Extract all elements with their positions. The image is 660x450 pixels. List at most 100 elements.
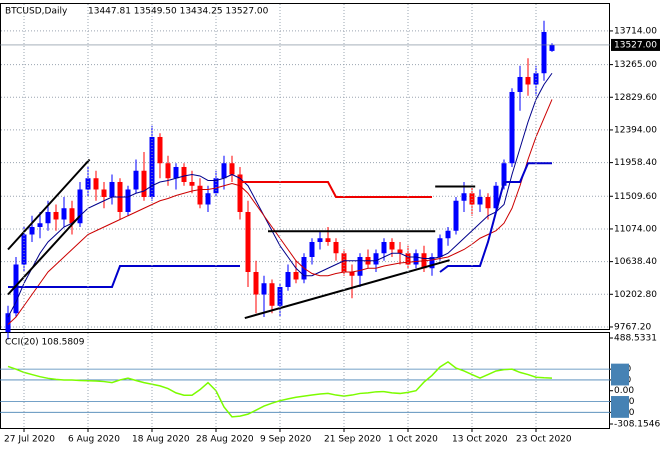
cci-level-box xyxy=(611,363,629,375)
candle-body xyxy=(213,178,219,194)
candle-body xyxy=(45,211,51,224)
candle-body xyxy=(469,193,475,205)
candle-body xyxy=(445,230,451,239)
cci-level-box xyxy=(611,396,629,408)
candle-body xyxy=(261,283,267,295)
chart-subtitle: 13447.81 13549.50 13434.25 13527.00 xyxy=(88,7,269,17)
moving-average xyxy=(7,72,553,318)
cci-line xyxy=(7,360,553,418)
candle-body xyxy=(477,196,483,205)
trendline xyxy=(7,215,81,296)
x-tick-label: 13 Oct 2020 xyxy=(452,435,508,445)
level-line xyxy=(439,162,552,273)
candle-body xyxy=(237,174,243,212)
y-tick-label: -308.1546 xyxy=(614,420,660,430)
main-pane xyxy=(0,3,610,330)
y-tick-label: 13714.00 xyxy=(614,26,657,36)
candle-body xyxy=(461,193,467,201)
candle-body xyxy=(437,238,443,257)
trendline xyxy=(7,158,91,251)
y-tick-label: 12394.00 xyxy=(614,125,657,135)
cci-level-box xyxy=(611,374,629,386)
trendline xyxy=(244,259,450,320)
last-price-label: 13527.00 xyxy=(614,40,657,50)
candle-body xyxy=(125,189,131,212)
y-tick-label: 12829.60 xyxy=(614,93,657,103)
candle-body xyxy=(325,238,331,242)
candle-body xyxy=(501,163,507,186)
y-tick-label: 9767.20 xyxy=(614,322,651,332)
y-tick-label: 10638.40 xyxy=(614,257,657,267)
candle-body xyxy=(253,271,259,295)
candle-body xyxy=(357,256,363,276)
candle-body xyxy=(517,76,523,92)
y-tick-label: 11509.60 xyxy=(614,192,657,202)
y-tick-label: 0.00 xyxy=(614,386,634,396)
cci-title: CCI(20) 108.5809 xyxy=(5,338,85,348)
candle-body xyxy=(181,166,187,182)
candle-body xyxy=(37,223,43,227)
candle-body xyxy=(109,181,115,197)
level-line xyxy=(8,264,240,288)
candle-body xyxy=(229,163,235,175)
candle-body xyxy=(485,196,491,209)
candle-body xyxy=(285,271,291,287)
y-tick-label: 13265.00 xyxy=(614,60,657,70)
candle-body xyxy=(221,163,227,179)
x-tick-label: 9 Sep 2020 xyxy=(260,435,312,445)
x-tick-label: 6 Aug 2020 xyxy=(68,435,120,445)
candle-body xyxy=(173,166,179,179)
candle-body xyxy=(381,241,387,254)
candle-body xyxy=(141,170,147,197)
candle-body xyxy=(197,185,203,205)
y-tick-label: 11958.40 xyxy=(614,158,657,168)
candle-body xyxy=(69,208,75,224)
x-tick-label: 27 Jul 2020 xyxy=(4,435,55,445)
last-price-box xyxy=(611,38,660,51)
candle-body xyxy=(61,208,67,220)
candle-body xyxy=(165,163,171,179)
level-line xyxy=(240,180,432,198)
candle-body xyxy=(541,31,547,74)
candle-body xyxy=(413,253,419,265)
candle-body xyxy=(29,226,35,235)
x-tick-label: 1 Oct 2020 xyxy=(388,435,438,445)
y-tick-label: 11074.00 xyxy=(614,224,657,234)
candle-body xyxy=(101,189,107,197)
chart-title: BTCUSD,Daily xyxy=(5,7,68,17)
candle-body xyxy=(525,76,531,85)
cci-pane xyxy=(0,332,610,429)
candle-body xyxy=(157,136,163,164)
candle-body xyxy=(349,271,355,276)
x-tick-label: 21 Sep 2020 xyxy=(324,435,381,445)
candle-body xyxy=(21,234,27,265)
x-tick-label: 23 Oct 2020 xyxy=(516,435,572,445)
cci-level-box xyxy=(611,406,629,418)
candle-body xyxy=(533,73,539,85)
candle-body xyxy=(429,256,435,269)
candle-body xyxy=(277,286,283,306)
y-tick-label: 10202.80 xyxy=(614,290,657,300)
candle-body xyxy=(373,253,379,265)
candle-body xyxy=(269,283,275,306)
candle-body xyxy=(245,211,251,272)
candle-body xyxy=(77,189,83,224)
candle-body xyxy=(453,200,459,231)
candle-body xyxy=(509,91,515,164)
candle-body xyxy=(189,181,195,186)
candle-body xyxy=(389,241,395,250)
candle-body xyxy=(317,238,323,242)
candle-body xyxy=(133,170,139,190)
candle-body xyxy=(333,241,339,254)
candle-body xyxy=(405,253,411,265)
candle-body xyxy=(5,313,11,333)
candle-body xyxy=(85,178,91,190)
candle-body xyxy=(13,264,19,314)
candle-body xyxy=(205,193,211,205)
candle-body xyxy=(309,241,315,257)
candle-body xyxy=(293,271,299,280)
y-tick-label: 488.5331 xyxy=(614,334,657,344)
candle-body xyxy=(53,211,59,220)
